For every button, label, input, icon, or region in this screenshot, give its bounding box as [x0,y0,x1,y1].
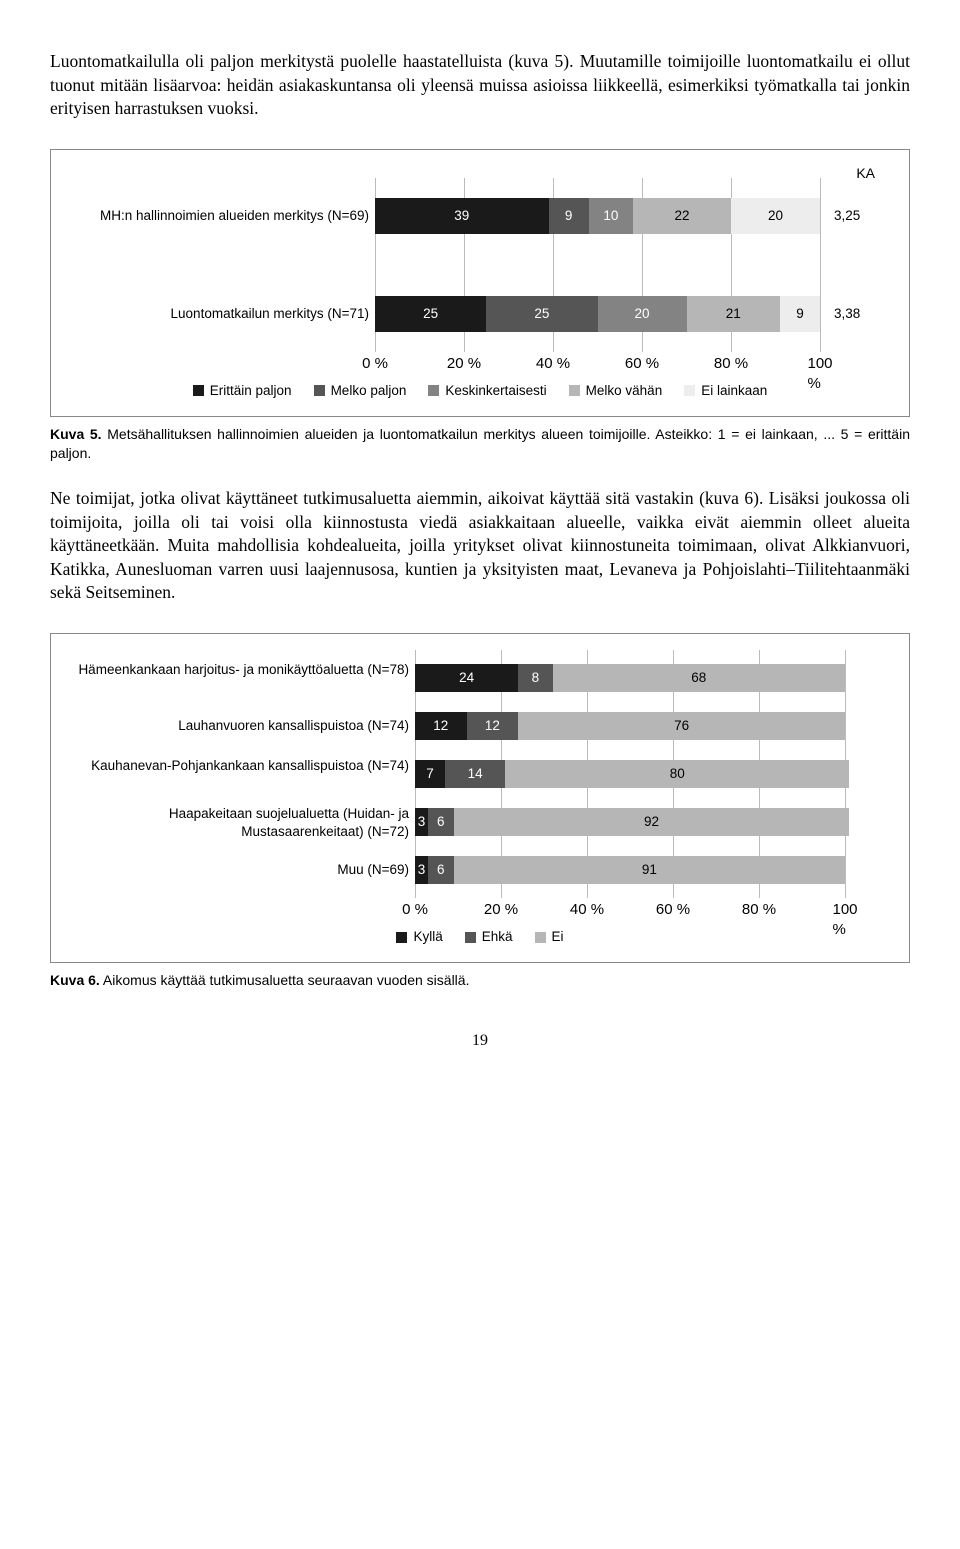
chart5-legend: Erittäin paljon Melko paljon Keskinkertais… [75,382,885,400]
xtick-label: 40 % [536,354,570,374]
chart6-segment: 8 [518,664,552,692]
legend-item: Erittäin paljon [193,382,292,400]
xtick-label: 60 % [656,900,690,920]
legend-label: Ei lainkaan [701,382,767,400]
caption-5: Kuva 5. Metsähallituksen hallinnoimien a… [50,425,910,463]
chart6-segment: 92 [454,808,850,836]
legend-swatch [396,932,407,943]
chart6-row-label: Hämeenkankaan harjoitus- ja monikäyttöal… [75,661,415,679]
legend-label: Keskinkertaisesti [445,382,546,400]
chart5-row-label: MH:n hallinnoimien alueiden merkitys (N=… [75,207,375,225]
xtick-label: 20 % [484,900,518,920]
chart6-segment: 91 [454,856,845,884]
mid-paragraph: Ne toimijat, jotka olivat käyttäneet tut… [50,487,910,605]
chart6-bar: 3692 [415,808,849,836]
legend-item: Ehkä [465,928,513,946]
xtick-label: 40 % [570,900,604,920]
chart5-bar: 399102220 [375,198,820,234]
xtick-label: 80 % [742,900,776,920]
chart5-bar: 252520219 [375,296,820,332]
chart6-segment: 3 [415,856,428,884]
chart6-segment: 6 [428,808,454,836]
chart5-segment: 21 [687,296,780,332]
chart6-segment: 12 [467,712,519,740]
chart5-segment: 10 [589,198,634,234]
intro-paragraph: Luontomatkailulla oli paljon merkitystä … [50,50,910,121]
gridline [820,178,821,352]
xtick-label: 0 % [362,354,388,374]
legend-swatch [193,385,204,396]
chart5-segment: 25 [486,296,597,332]
chart6-row-label: Haapakeitaan suojelualuetta (Huidan- ja … [75,805,415,841]
caption-5-text: Metsähallituksen hallinnoimien alueiden … [50,426,910,461]
xtick-label: 80 % [714,354,748,374]
chart6-row-label: Lauhanvuoren kansallispuistoa (N=74) [75,717,415,735]
legend-item: Ei [535,928,564,946]
chart6-bar: 71480 [415,760,849,788]
legend-swatch [535,932,546,943]
legend-swatch [569,385,580,396]
chart5-segment: 9 [780,296,820,332]
chart6-bar: 3691 [415,856,845,884]
chart6-row-label: Kauhanevan-Pohjankankaan kansallispuisto… [75,757,415,775]
chart6-segment: 76 [518,712,845,740]
chart5-row-label: Luontomatkailun merkitys (N=71) [75,305,375,323]
legend-label: Melko vähän [586,382,663,400]
chart6-bar: 121276 [415,712,845,740]
chart5-segment: 20 [598,296,687,332]
legend-label: Kyllä [413,928,442,946]
xtick-label: 60 % [625,354,659,374]
legend-swatch [684,385,695,396]
legend-item: Keskinkertaisesti [428,382,546,400]
legend-label: Melko paljon [331,382,407,400]
chart6-segment: 6 [428,856,454,884]
legend-swatch [428,385,439,396]
chart6-segment: 24 [415,664,518,692]
xtick-label: 100 % [807,354,832,395]
xtick-label: 20 % [447,354,481,374]
chart5-segment: 22 [633,198,731,234]
chart-5: KAMH:n hallinnoimien alueiden merkitys (… [50,149,910,417]
legend-label: Ehkä [482,928,513,946]
chart5-xticks: 0 %20 %40 %60 %80 %100 % [375,352,820,372]
chart5-ka-value: 3,38 [834,305,860,323]
legend-item: Melko paljon [314,382,407,400]
xtick-label: 100 % [832,900,857,941]
legend-swatch [314,385,325,396]
page-number: 19 [50,1030,910,1052]
chart6-segment: 14 [445,760,505,788]
chart6-segment: 3 [415,808,428,836]
chart5-segment: 9 [549,198,589,234]
caption-6-bold: Kuva 6. [50,972,100,988]
chart5-segment: 39 [375,198,549,234]
chart6-segment: 12 [415,712,467,740]
legend-item: Melko vähän [569,382,663,400]
caption-5-bold: Kuva 5. [50,426,102,442]
chart5-segment: 20 [731,198,820,234]
chart6-row-label: Muu (N=69) [75,861,415,879]
legend-swatch [465,932,476,943]
chart6-legend: Kyllä Ehkä Ei [75,928,885,946]
legend-item: Kyllä [396,928,442,946]
chart-6: Hämeenkankaan harjoitus- ja monikäyttöal… [50,633,910,963]
legend-item: Ei lainkaan [684,382,767,400]
xtick-label: 0 % [402,900,428,920]
legend-label: Erittäin paljon [210,382,292,400]
caption-6-text: Aikomus käyttää tutkimusaluetta seuraava… [100,972,470,988]
chart6-segment: 7 [415,760,445,788]
chart6-segment: 68 [553,664,845,692]
chart5-segment: 25 [375,296,486,332]
caption-6: Kuva 6. Aikomus käyttää tutkimusaluetta … [50,971,910,990]
chart6-segment: 80 [505,760,849,788]
legend-label: Ei [552,928,564,946]
chart6-xticks: 0 %20 %40 %60 %80 %100 % [415,898,845,918]
chart6-bar: 24868 [415,664,845,692]
chart5-ka-value: 3,25 [834,207,860,225]
